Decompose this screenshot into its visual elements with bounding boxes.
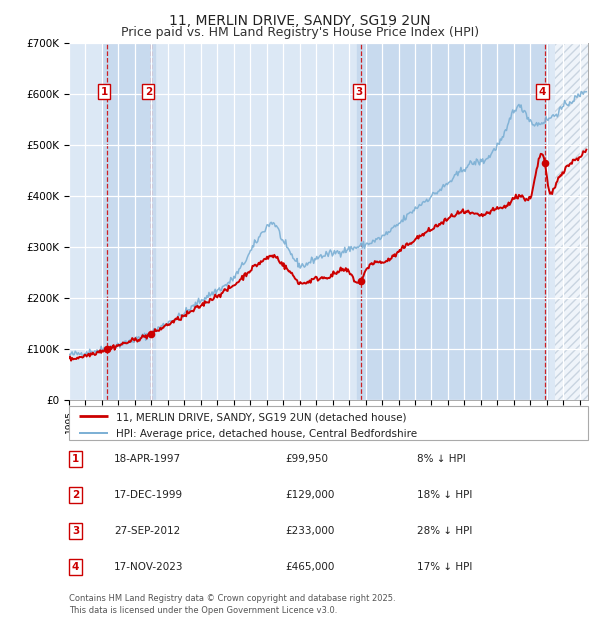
Text: 8% ↓ HPI: 8% ↓ HPI [417, 454, 466, 464]
Bar [555, 43, 588, 400]
Text: 11, MERLIN DRIVE, SANDY, SG19 2UN (detached house): 11, MERLIN DRIVE, SANDY, SG19 2UN (detac… [116, 412, 406, 422]
Text: Price paid vs. HM Land Registry's House Price Index (HPI): Price paid vs. HM Land Registry's House … [121, 26, 479, 39]
Bar [102, 43, 155, 400]
Text: 17-NOV-2023: 17-NOV-2023 [114, 562, 184, 572]
Text: 2: 2 [72, 490, 79, 500]
Text: £465,000: £465,000 [285, 562, 334, 572]
Text: 18% ↓ HPI: 18% ↓ HPI [417, 490, 472, 500]
Text: 3: 3 [72, 526, 79, 536]
Text: 18-APR-1997: 18-APR-1997 [114, 454, 181, 464]
Text: £99,950: £99,950 [285, 454, 328, 464]
Text: 17% ↓ HPI: 17% ↓ HPI [417, 562, 472, 572]
Text: 4: 4 [72, 562, 79, 572]
FancyBboxPatch shape [69, 406, 588, 440]
Text: Contains HM Land Registry data © Crown copyright and database right 2025.
This d: Contains HM Land Registry data © Crown c… [69, 594, 395, 615]
Text: £233,000: £233,000 [285, 526, 334, 536]
Text: £129,000: £129,000 [285, 490, 334, 500]
Bar [358, 43, 548, 400]
Text: HPI: Average price, detached house, Central Bedfordshire: HPI: Average price, detached house, Cent… [116, 429, 417, 439]
Text: 28% ↓ HPI: 28% ↓ HPI [417, 526, 472, 536]
Text: 1: 1 [72, 454, 79, 464]
Text: 27-SEP-2012: 27-SEP-2012 [114, 526, 180, 536]
Text: 1: 1 [101, 87, 108, 97]
Text: 2: 2 [145, 87, 152, 97]
Text: 11, MERLIN DRIVE, SANDY, SG19 2UN: 11, MERLIN DRIVE, SANDY, SG19 2UN [169, 14, 431, 28]
Text: 17-DEC-1999: 17-DEC-1999 [114, 490, 183, 500]
Text: 3: 3 [355, 87, 362, 97]
Text: 4: 4 [539, 87, 546, 97]
